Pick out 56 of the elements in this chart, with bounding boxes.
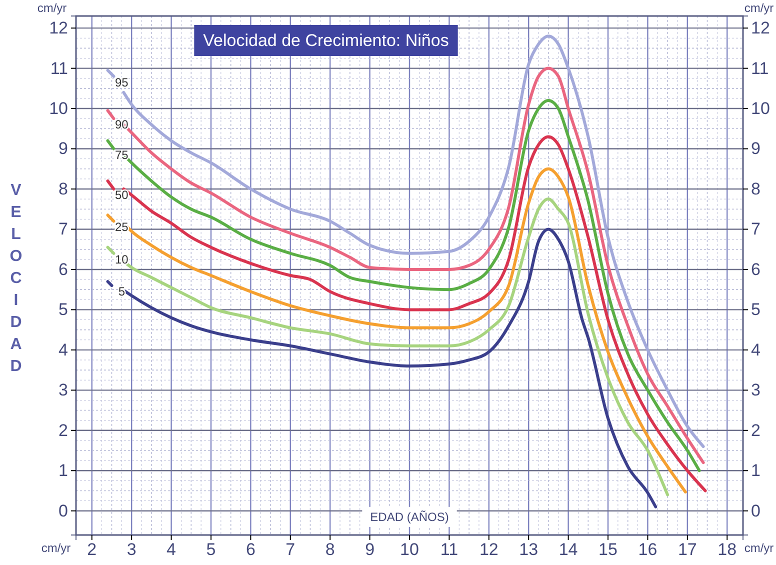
y-tick-label: 8 bbox=[58, 179, 68, 198]
y2-tick-label: 5 bbox=[751, 300, 760, 320]
x-tick-label: 12 bbox=[479, 540, 498, 560]
y2-tick-label: 10 bbox=[751, 98, 770, 118]
series-label: 95 bbox=[115, 75, 129, 90]
x-tick-label: 4 bbox=[166, 540, 176, 560]
y-tick-label: 6 bbox=[58, 260, 68, 279]
series-label: 90 bbox=[115, 118, 129, 132]
x-tick-label: 9 bbox=[365, 540, 375, 560]
y-tick-label: 2 bbox=[58, 420, 68, 440]
y-tick-label: 5 bbox=[58, 300, 68, 320]
x-tick-label: 15 bbox=[598, 540, 618, 560]
y2-tick-label: 2 bbox=[751, 420, 760, 440]
series-label: 50 bbox=[115, 188, 129, 202]
series-label: 5 bbox=[118, 284, 126, 299]
text: cm/yr bbox=[37, 1, 67, 15]
text: Velocidad de Crecimiento: Niños bbox=[203, 31, 449, 50]
text: cm/yr bbox=[744, 1, 774, 15]
text: cm/yr bbox=[744, 541, 774, 555]
series-label: 10 bbox=[115, 252, 129, 266]
y2-tick-label: 9 bbox=[751, 139, 760, 158]
x-tick-label: 6 bbox=[246, 540, 256, 560]
x-tick-label: 3 bbox=[126, 540, 136, 560]
y-tick-label: 12 bbox=[49, 18, 68, 38]
y2-tick-label: 11 bbox=[751, 58, 769, 78]
y-tick-label: 11 bbox=[50, 58, 68, 78]
y2-tick-label: 1 bbox=[751, 461, 760, 480]
y2-tick-label: 0 bbox=[751, 501, 760, 520]
series-label: 75 bbox=[115, 148, 129, 162]
x-tick-label: 2 bbox=[87, 540, 97, 560]
y2-tick-label: 3 bbox=[751, 380, 760, 400]
y-tick-label: 0 bbox=[58, 501, 68, 520]
x-tick-label: 5 bbox=[206, 540, 216, 560]
y-tick-label: 1 bbox=[58, 461, 68, 480]
text: VELOCIDAD bbox=[10, 182, 22, 375]
y-tick-label: 9 bbox=[58, 139, 68, 158]
x-tick-label: 18 bbox=[718, 540, 737, 560]
x-tick-label: 14 bbox=[558, 540, 578, 560]
x-tick-label: 17 bbox=[678, 540, 697, 560]
x-tick-label: 11 bbox=[440, 540, 458, 560]
y2-tick-label: 4 bbox=[751, 340, 760, 360]
y-tick-label: 7 bbox=[58, 220, 68, 239]
y-tick-label: 3 bbox=[58, 380, 68, 400]
x-tick-label: 13 bbox=[519, 540, 538, 560]
x-axis-title: EDAD (AÑOS) bbox=[370, 510, 449, 524]
y2-tick-label: 7 bbox=[751, 220, 760, 239]
y-tick-label: 10 bbox=[49, 98, 68, 118]
text: cm/yr bbox=[41, 541, 71, 555]
x-tick-label: 7 bbox=[286, 540, 296, 560]
y2-tick-label: 12 bbox=[751, 18, 770, 38]
y2-tick-label: 6 bbox=[751, 260, 760, 279]
x-tick-label: 8 bbox=[325, 540, 335, 560]
x-tick-label: 10 bbox=[400, 540, 419, 560]
y-tick-label: 4 bbox=[58, 340, 68, 360]
x-tick-label: 16 bbox=[638, 540, 658, 560]
y2-tick-label: 8 bbox=[751, 179, 760, 198]
